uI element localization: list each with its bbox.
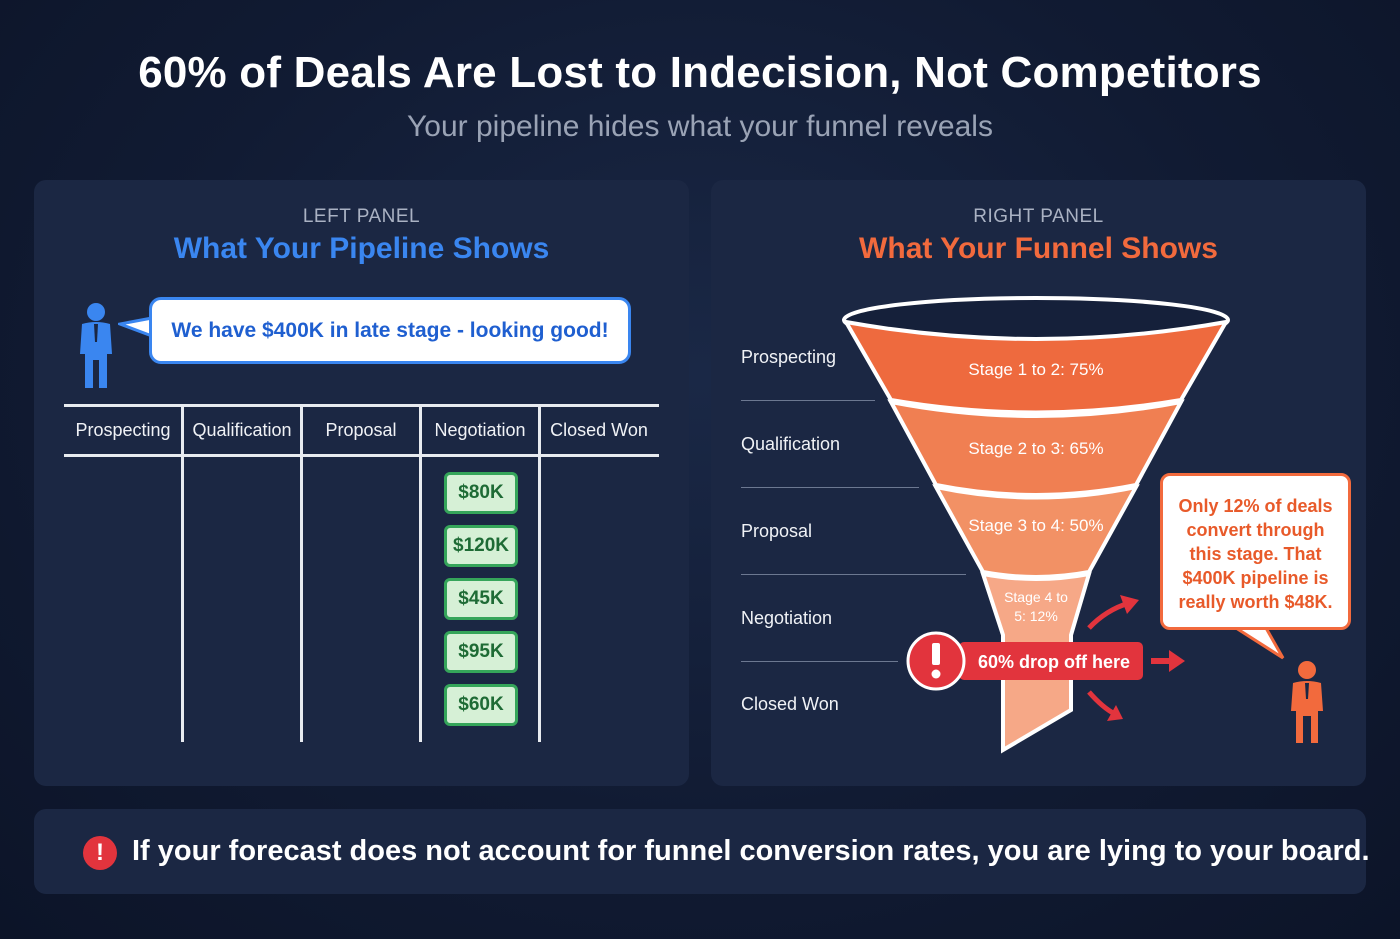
right-panel-kicker: RIGHT PANEL: [973, 206, 1104, 227]
funnel-diagram: Stage 1 to 2: 75% Stage 2 to 3: 65% Stag…: [842, 296, 1323, 754]
arrow-down-right-icon: [1087, 690, 1117, 717]
page-subtitle: Your pipeline hides what your funnel rev…: [407, 110, 993, 143]
arrow-head: [1107, 705, 1123, 721]
funnel-panel: RIGHT PANEL What Your Funnel Shows Prosp…: [711, 180, 1366, 786]
funnel-stage-label: Closed Won: [741, 694, 839, 714]
stage-divider: [741, 487, 919, 488]
column-divider: [181, 404, 184, 742]
conversion-callout: Only 12% of deals convert through this s…: [1160, 473, 1351, 630]
callout-line: Only 12% of deals: [1178, 496, 1333, 516]
executive-icon: [1291, 661, 1323, 743]
alert-icon-dot: [931, 669, 941, 679]
deal-card: $95K: [444, 631, 518, 673]
funnel-conversion-label: Stage 3 to 4: 50%: [968, 516, 1103, 535]
table-top-rule: [64, 404, 659, 407]
callout-line: really worth $48K.: [1178, 592, 1333, 612]
funnel-stage-label: Prospecting: [741, 347, 837, 367]
drop-off-banner: [959, 642, 1143, 680]
deal-card: $80K: [444, 472, 518, 514]
column-header-qualification: Qualification: [192, 420, 292, 440]
column-header-proposal: Proposal: [325, 420, 397, 440]
column-header-closed-won: Closed Won: [550, 420, 648, 440]
funnel-conversion-label: 5: 12%: [1014, 608, 1058, 624]
page-title: 60% of Deals Are Lost to Indecision, Not…: [138, 48, 1262, 97]
column-header-negotiation: Negotiation: [434, 420, 526, 440]
funnel-segment-2: [887, 399, 1185, 497]
funnel-conversion-label: Stage 4 to: [1004, 589, 1068, 605]
funnel-heading: What Your Funnel Shows: [859, 232, 1218, 265]
left-panel-kicker: LEFT PANEL: [302, 206, 421, 227]
warning-icon: !: [83, 836, 117, 870]
stage-divider: [741, 574, 966, 575]
funnel-conversion-label: Stage 1 to 2: 75%: [968, 360, 1103, 379]
column-divider: [538, 404, 541, 742]
arrow-head: [1120, 595, 1139, 614]
funnel-stage-label: Qualification: [741, 434, 841, 454]
warning-banner: ! If your forecast does not account for …: [34, 809, 1370, 894]
callout-line: $400K pipeline is: [1182, 568, 1329, 588]
stage-divider: [741, 400, 875, 401]
deal-card: $120K: [444, 525, 518, 567]
drop-off-label: 60% drop off here: [978, 652, 1130, 672]
stage-divider: [741, 661, 898, 662]
salesperson-icon: [80, 303, 112, 388]
column-divider: [300, 404, 303, 742]
pipeline-speech-bubble: We have $400K in late stage - looking go…: [149, 297, 631, 364]
funnel-segment-3: [932, 484, 1140, 579]
arrow-up-right-icon: [1087, 600, 1130, 630]
deal-card: $45K: [444, 578, 518, 620]
callout-line: this stage. That: [1189, 544, 1322, 564]
alert-icon-bar: [932, 643, 940, 665]
table-header-rule: [64, 454, 659, 457]
pipeline-heading: What Your Pipeline Shows: [173, 232, 550, 265]
callout-line: convert through: [1186, 520, 1325, 540]
deal-card: $60K: [444, 684, 518, 726]
funnel-conversion-label: Stage 2 to 3: 65%: [968, 439, 1103, 458]
warning-message: If your forecast does not account for fu…: [132, 835, 1370, 867]
arrow-head: [1169, 650, 1185, 672]
funnel-stage-label: Proposal: [741, 521, 813, 541]
callout-tail-icon: [1235, 626, 1285, 660]
speech-tail-icon: [118, 316, 153, 338]
funnel-segment-1: [842, 319, 1230, 415]
pipeline-panel: LEFT PANEL What Your Pipeline Shows We h…: [34, 180, 689, 786]
funnel-stage-label: Negotiation: [741, 608, 833, 628]
column-divider: [419, 404, 422, 742]
column-header-prospecting: Prospecting: [75, 420, 171, 440]
